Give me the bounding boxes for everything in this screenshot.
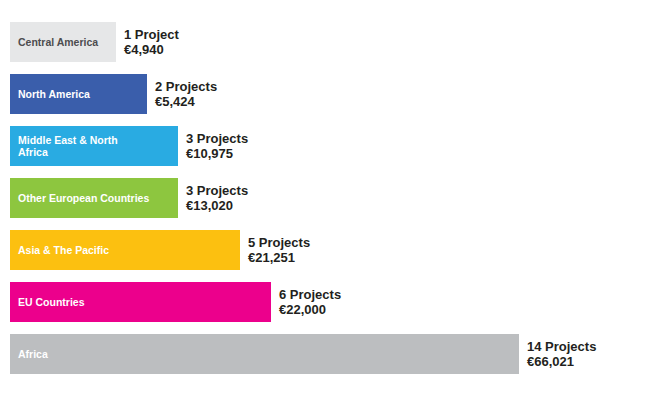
- svg-text:2 Projects€5,424: 2 Projects€5,424: [155, 79, 217, 109]
- svg-text:Central America: Central America: [18, 36, 98, 48]
- svg-text:Africa: Africa: [18, 348, 48, 360]
- svg-text:5 Projects€21,251: 5 Projects€21,251: [248, 235, 310, 265]
- svg-text:EU Countries: EU Countries: [18, 296, 85, 308]
- svg-text:14 Projects€66,021: 14 Projects€66,021: [527, 339, 596, 369]
- svg-text:Middle East & NorthAfrica: Middle East & NorthAfrica: [18, 134, 118, 158]
- svg-text:Other European Countries: Other European Countries: [18, 192, 149, 204]
- svg-text:Asia & The Pacific: Asia & The Pacific: [18, 244, 109, 256]
- svg-text:North America: North America: [18, 88, 90, 100]
- svg-text:3 Projects€10,975: 3 Projects€10,975: [186, 131, 248, 161]
- svg-text:6 Projects€22,000: 6 Projects€22,000: [279, 287, 341, 317]
- svg-text:1 Project€4,940: 1 Project€4,940: [124, 27, 180, 57]
- svg-text:3 Projects€13,020: 3 Projects€13,020: [186, 183, 248, 213]
